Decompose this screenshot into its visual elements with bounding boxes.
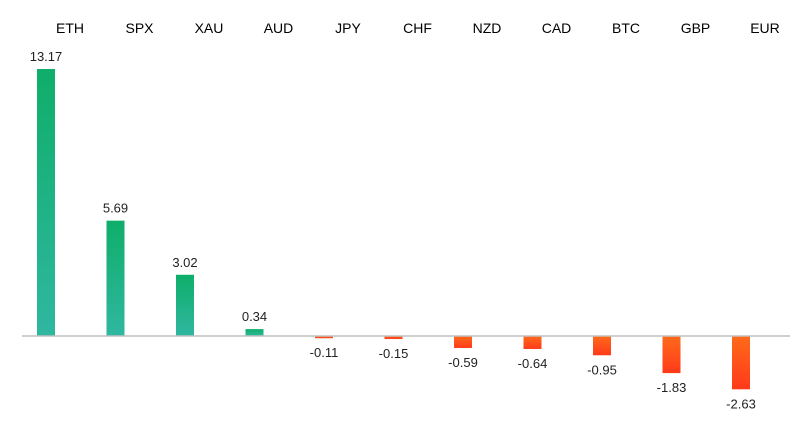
bar-eur [732,336,750,390]
bar-aud [245,329,264,336]
category-label-spx: SPX [125,20,154,36]
category-label-xau: XAU [195,20,224,36]
category-label-cad: CAD [542,20,572,36]
category-label-btc: BTC [612,20,640,36]
value-label-nzd: -0.59 [448,355,478,370]
bar-spx [106,220,125,336]
bars [37,69,750,390]
bar-eth [37,69,55,336]
bar-xau [176,274,194,336]
bar-chf [384,336,403,340]
value-label-xau: 3.02 [172,255,197,270]
category-label-aud: AUD [264,20,294,36]
category-labels: ETH SPX XAU AUD JPY CHF NZD CAD BTC GBP EUR [56,20,780,36]
value-label-eth: 13.17 [30,49,63,64]
category-label-jpy: JPY [335,20,361,36]
value-label-aud: 0.34 [242,309,267,324]
value-labels: 13.17 5.69 3.02 0.34 -0.11 -0.15 -0.59 -0.64 -0.… [30,49,756,411]
bar-jpy [315,336,333,339]
bar-btc [593,336,611,356]
bar-nzd [454,336,472,348]
value-label-spx: 5.69 [103,201,128,216]
value-label-jpy: -0.11 [310,345,339,360]
value-label-eur: -2.63 [726,396,756,411]
value-label-gbp: -1.83 [657,380,687,395]
bar-gbp [662,336,681,374]
category-label-nzd: NZD [473,20,502,36]
category-label-chf: CHF [403,20,432,36]
bar-cad [523,336,542,349]
value-label-chf: -0.15 [379,346,409,361]
value-label-cad: -0.64 [518,356,548,371]
category-label-gbp: GBP [681,20,711,36]
category-label-eur: EUR [750,20,780,36]
value-label-btc: -0.95 [587,362,617,377]
category-label-eth: ETH [56,20,84,36]
